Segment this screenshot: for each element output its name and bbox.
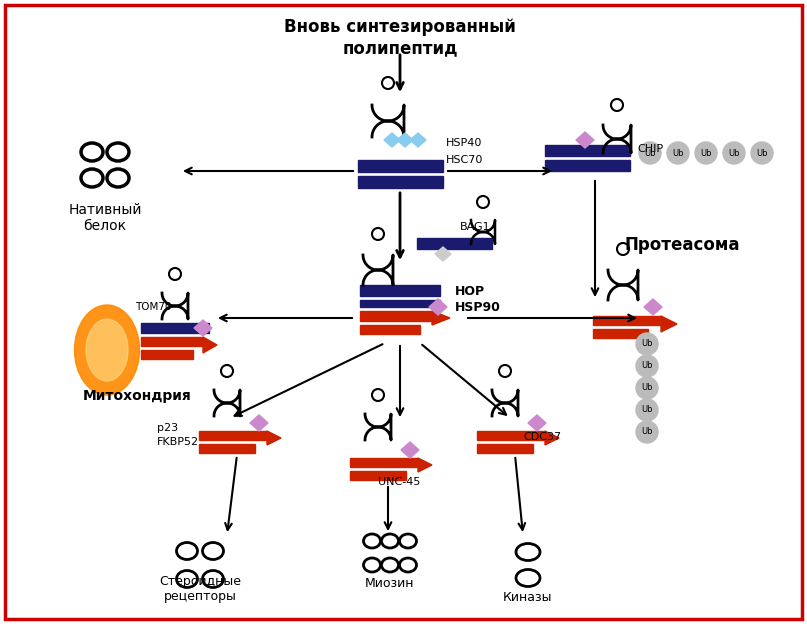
Polygon shape: [397, 133, 413, 147]
Circle shape: [667, 142, 689, 164]
Bar: [350, 458, 418, 467]
Polygon shape: [203, 337, 217, 353]
Text: Ub: Ub: [642, 384, 653, 392]
Text: CHIP: CHIP: [637, 144, 663, 154]
Polygon shape: [384, 133, 400, 147]
Text: Ub: Ub: [642, 406, 653, 414]
Bar: [360, 285, 440, 296]
Bar: [360, 311, 432, 321]
Text: Протеасома: Протеасома: [625, 236, 741, 254]
Bar: [141, 350, 193, 359]
Text: HSC70: HSC70: [446, 155, 483, 165]
Bar: [360, 300, 440, 307]
Bar: [477, 431, 545, 440]
Text: Вновь синтезированный
полипептид: Вновь синтезированный полипептид: [284, 18, 516, 57]
Polygon shape: [661, 316, 677, 332]
Circle shape: [723, 142, 745, 164]
Polygon shape: [418, 458, 432, 472]
Text: p23: p23: [157, 423, 178, 433]
Text: UNC-45: UNC-45: [378, 477, 420, 487]
Bar: [199, 431, 267, 440]
Bar: [593, 316, 661, 325]
Text: Митохондрия: Митохондрия: [82, 389, 191, 403]
Polygon shape: [194, 320, 212, 336]
Text: HOP: HOP: [455, 285, 485, 298]
Circle shape: [636, 377, 658, 399]
Text: Ub: Ub: [700, 149, 712, 157]
Circle shape: [751, 142, 773, 164]
Bar: [360, 325, 420, 334]
Text: Ub: Ub: [756, 149, 767, 157]
Text: Ub: Ub: [672, 149, 684, 157]
Text: Ub: Ub: [644, 149, 656, 157]
Text: TOM70: TOM70: [135, 302, 172, 312]
Polygon shape: [410, 133, 426, 147]
Circle shape: [636, 421, 658, 443]
Text: Миозин: Миозин: [366, 577, 415, 590]
Bar: [545, 160, 630, 171]
Text: Ub: Ub: [642, 339, 653, 348]
Polygon shape: [545, 431, 559, 445]
Text: HSP90: HSP90: [455, 301, 501, 314]
Text: Киназы: Киназы: [504, 591, 553, 604]
Polygon shape: [528, 415, 546, 431]
Circle shape: [636, 333, 658, 355]
Circle shape: [639, 142, 661, 164]
Polygon shape: [435, 247, 451, 261]
Bar: [141, 337, 203, 346]
Polygon shape: [576, 132, 594, 148]
Bar: [545, 145, 630, 156]
Bar: [141, 323, 209, 333]
Text: Нативный
белок: Нативный белок: [69, 203, 142, 233]
Bar: [350, 471, 406, 480]
Polygon shape: [267, 431, 281, 445]
Text: CDC37: CDC37: [523, 432, 561, 442]
Bar: [358, 160, 443, 172]
Bar: [417, 238, 492, 249]
Polygon shape: [250, 415, 268, 431]
Text: Ub: Ub: [728, 149, 740, 157]
Bar: [358, 176, 443, 188]
Text: Ub: Ub: [642, 427, 653, 437]
Ellipse shape: [74, 305, 140, 395]
Circle shape: [636, 355, 658, 377]
Text: Ub: Ub: [642, 361, 653, 371]
Polygon shape: [401, 442, 419, 458]
Circle shape: [695, 142, 717, 164]
Text: HSP40: HSP40: [446, 138, 483, 148]
Polygon shape: [429, 299, 447, 315]
Text: Стероидные
рецепторы: Стероидные рецепторы: [159, 575, 241, 603]
Bar: [593, 329, 648, 338]
Text: FKBP52: FKBP52: [157, 437, 199, 447]
Bar: [477, 444, 533, 453]
Text: BAG1: BAG1: [460, 222, 491, 232]
Polygon shape: [432, 311, 450, 325]
Bar: [199, 444, 255, 453]
Polygon shape: [644, 299, 662, 315]
Circle shape: [636, 399, 658, 421]
Ellipse shape: [86, 319, 128, 381]
